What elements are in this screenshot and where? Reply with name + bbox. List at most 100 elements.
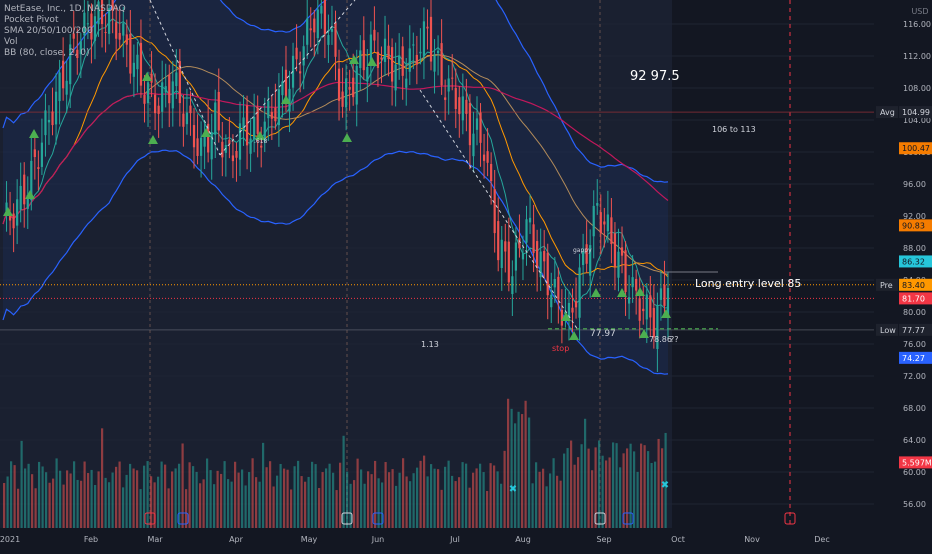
earnings-event-icon[interactable]: [594, 512, 606, 525]
candle-body: [412, 44, 415, 46]
legend-vol[interactable]: Vol: [4, 37, 18, 47]
pocket-pivot-marker[interactable]: [367, 57, 377, 66]
earnings-event-icon[interactable]: [144, 512, 156, 525]
volume-bar: [437, 469, 440, 528]
volume-bar: [367, 471, 370, 528]
pocket-pivot-marker[interactable]: [148, 135, 158, 144]
candle-body: [69, 44, 72, 85]
candle-body: [475, 118, 479, 130]
volume-bar: [661, 448, 664, 528]
legend-sma[interactable]: SMA 20/50/100/200: [4, 26, 93, 36]
pocket-pivot-marker[interactable]: [349, 55, 359, 64]
pocket-pivot-marker[interactable]: [29, 129, 39, 138]
volume-bar: [521, 414, 524, 528]
earnings-event-icon[interactable]: [341, 512, 353, 525]
candle-body: [228, 139, 231, 144]
volume-bar: [647, 451, 650, 528]
candle-body: [401, 46, 404, 76]
candle-body: [564, 311, 567, 315]
candle-body: [313, 18, 316, 33]
pocket-pivot-marker[interactable]: [201, 128, 211, 137]
candle-body: [352, 77, 355, 98]
annotation-77-97: 77.97: [590, 329, 616, 339]
volume-bar: [45, 472, 48, 528]
legend-pocket-pivot[interactable]: Pocket Pivot: [4, 15, 59, 25]
volume-bar: [223, 461, 226, 528]
legend-symbol[interactable]: NetEase, Inc., 1D, NASDAQ: [4, 4, 126, 14]
pocket-pivot-marker[interactable]: [617, 288, 627, 297]
volume-bar: [465, 463, 468, 528]
volume-bar: [374, 460, 377, 528]
price-badge-tag-text: Low: [880, 326, 896, 335]
volume-bar: [237, 472, 240, 528]
price-badge-tag-text: Pre: [880, 281, 893, 290]
volume-bar: [321, 472, 324, 528]
earnings-event-icon[interactable]: [177, 512, 189, 525]
candle-body: [83, 12, 86, 36]
pocket-pivot-marker[interactable]: [281, 95, 291, 104]
candle-body: [447, 78, 450, 92]
pocket-pivot-marker[interactable]: [639, 329, 649, 338]
volume-bar: [262, 442, 265, 528]
time-axis-bg[interactable]: [0, 528, 874, 550]
pocket-pivot-marker[interactable]: [661, 309, 671, 318]
pocket-pivot-marker[interactable]: [591, 288, 601, 297]
candle-body: [394, 64, 397, 91]
volume-bar: [573, 464, 576, 528]
volume-bar: [640, 443, 643, 528]
volume-bar: [314, 464, 317, 528]
pocket-pivot-marker[interactable]: [569, 331, 579, 340]
volume-bar: [48, 482, 51, 528]
candle-body: [398, 55, 401, 65]
legend-bb[interactable]: BB (80, close, 2, 0): [4, 48, 90, 58]
candle-body: [139, 42, 143, 86]
candle-body: [185, 112, 189, 125]
candle-body: [514, 242, 517, 271]
earnings-event-icon[interactable]: [622, 512, 634, 525]
volume-bar: [612, 442, 615, 528]
price-tick-label: 112.00: [903, 52, 931, 61]
candle-body: [635, 278, 638, 291]
candle-body: [415, 54, 418, 65]
pocket-pivot-marker[interactable]: [142, 72, 152, 81]
candle-body: [419, 51, 422, 54]
time-tick-label: Sep: [596, 535, 611, 544]
candle-body: [76, 49, 79, 59]
candle-body: [543, 251, 546, 262]
volume-bar: [143, 465, 146, 528]
volume-bar: [409, 481, 412, 528]
volume-bar: [405, 476, 408, 528]
candle-body: [30, 160, 33, 201]
pocket-pivot-marker[interactable]: [3, 207, 13, 216]
volume-bar: [41, 466, 44, 528]
price-tick-label: 68.00: [903, 404, 926, 413]
volume-bar: [552, 458, 555, 528]
candle-body: [136, 54, 139, 70]
candle-body: [578, 267, 581, 318]
candle-body: [270, 111, 273, 119]
price-tick-label: 116.00: [903, 20, 931, 29]
pocket-pivot-marker[interactable]: [342, 133, 352, 142]
earnings-event-icon[interactable]: [372, 512, 384, 525]
pocket-pivot-marker[interactable]: [561, 312, 571, 321]
pocket-pivot-marker[interactable]: [635, 287, 645, 296]
volume-bar: [188, 462, 191, 528]
candle-body: [263, 121, 266, 142]
volume-bar: [594, 447, 597, 528]
volume-bar: [171, 471, 174, 528]
volume-bar: [489, 463, 492, 528]
candle-body: [23, 174, 26, 205]
candle-body: [461, 96, 464, 121]
volume-bar: [566, 448, 569, 528]
pocket-pivot-marker[interactable]: [255, 131, 265, 140]
candle-body: [79, 41, 82, 55]
volume-bar: [157, 476, 160, 528]
pocket-pivot-marker[interactable]: [25, 190, 35, 199]
volume-bar: [549, 473, 552, 528]
candle-body: [214, 102, 217, 135]
volume-bar: [66, 470, 69, 528]
earnings-event-icon[interactable]: [784, 512, 796, 525]
candle-body: [518, 238, 521, 249]
